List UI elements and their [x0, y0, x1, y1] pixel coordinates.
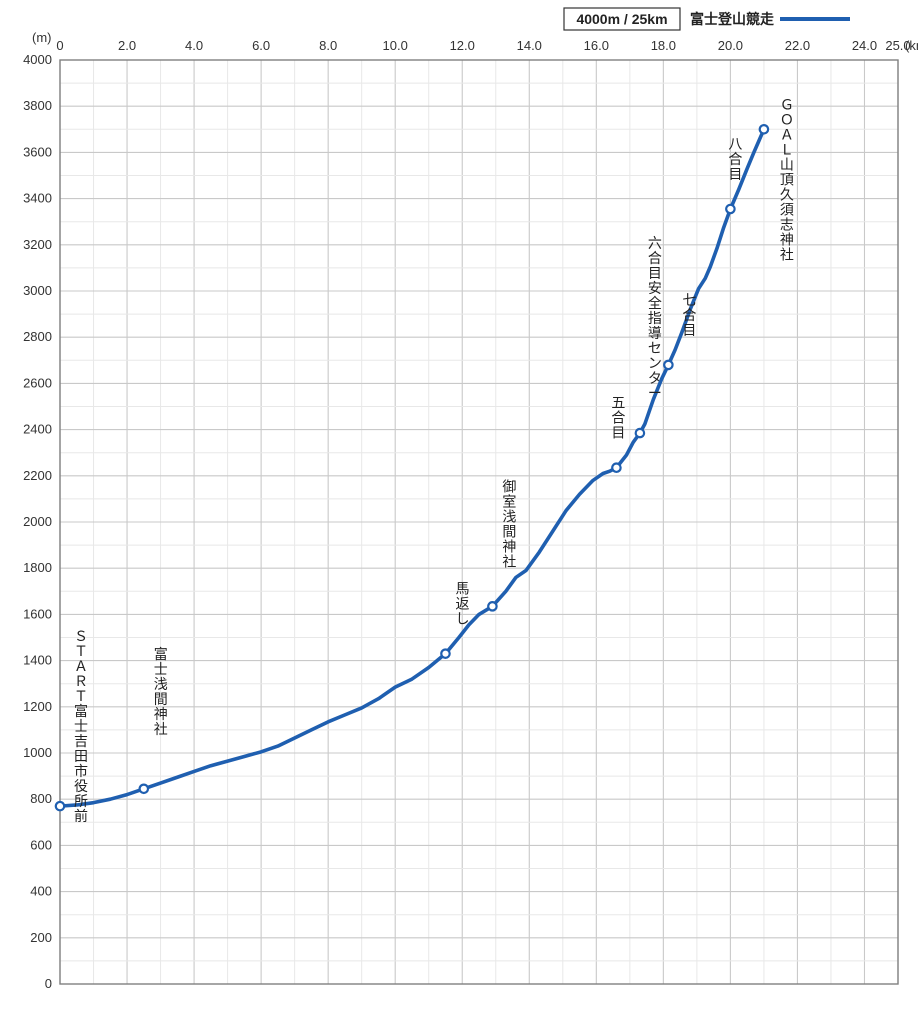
y-tick-label: 400 [30, 884, 52, 899]
chart-svg: 0 200 400 600 800 1000 1200 1400 1600 1800 2000 220… [0, 0, 918, 1024]
y-tick-label: 2600 [23, 375, 52, 390]
y-tick-label: 200 [30, 930, 52, 945]
waypoint-label: 馬返し [455, 581, 469, 627]
x-tick-label: 10.0 [383, 38, 408, 53]
grid [60, 60, 898, 984]
y-tick-label: 1200 [23, 699, 52, 714]
waypoint-marker [441, 649, 449, 657]
y-tick-label: 3600 [23, 144, 52, 159]
waypoint-label: 富士浅間神社 [154, 646, 168, 737]
waypoint-label: 六合目安全指導センター [648, 235, 662, 401]
y-tick-label: 1000 [23, 745, 52, 760]
y-tick-label: 3000 [23, 283, 52, 298]
elevation-chart: 0 200 400 600 800 1000 1200 1400 1600 1800 2000 220… [0, 0, 918, 1024]
x-tick-label: 6.0 [252, 38, 270, 53]
x-unit-label: (km) [905, 38, 918, 53]
x-tick-label: 14.0 [517, 38, 542, 53]
waypoint-marker [488, 602, 496, 610]
y-unit-label: (m) [32, 30, 52, 45]
x-tick-label: 12.0 [450, 38, 475, 53]
legend-box-text: 4000m / 25km [576, 11, 667, 27]
x-tick-label: 20.0 [718, 38, 743, 53]
waypoint-label: 八合目 [728, 136, 742, 182]
waypoint-marker [140, 785, 148, 793]
waypoint-marker [56, 802, 64, 810]
waypoint-label: ＳＴＡＲＴ富士吉田市役所前 [74, 628, 88, 824]
x-tick-label: 4.0 [185, 38, 203, 53]
waypoint-label: 七合目 [682, 292, 696, 338]
y-tick-label: 800 [30, 791, 52, 806]
y-tick-label: 3200 [23, 237, 52, 252]
waypoint-label: 五合目 [611, 395, 625, 441]
y-tick-label: 2200 [23, 468, 52, 483]
waypoint-marker [636, 429, 644, 437]
y-tick-label: 1400 [23, 653, 52, 668]
y-tick-label: 1600 [23, 606, 52, 621]
waypoint-marker [612, 464, 620, 472]
y-tick-label: 3400 [23, 191, 52, 206]
y-tick-label: 2000 [23, 514, 52, 529]
x-tick-label: 22.0 [785, 38, 810, 53]
y-tick-label: 600 [30, 837, 52, 852]
x-tick-label: 2.0 [118, 38, 136, 53]
legend-series-name: 富士登山競走 [690, 11, 775, 27]
y-tick-label: 2800 [23, 329, 52, 344]
waypoint-label: 御室浅間神社 [502, 478, 516, 569]
y-tick-label: 1800 [23, 560, 52, 575]
waypoint-marker [760, 125, 768, 133]
x-tick-label: 8.0 [319, 38, 337, 53]
x-tick-label: 0 [56, 38, 63, 53]
x-tick-label: 24.0 [852, 38, 877, 53]
y-tick-label: 2400 [23, 422, 52, 437]
waypoint-label: ＧＯＡＬ山頂久須志神社 [780, 96, 794, 262]
x-tick-label: 18.0 [651, 38, 676, 53]
y-tick-label: 4000 [23, 52, 52, 67]
waypoint-marker [664, 361, 672, 369]
y-tick-label: 3800 [23, 98, 52, 113]
x-tick-label: 16.0 [584, 38, 609, 53]
waypoint-marker [726, 205, 734, 213]
y-tick-label: 0 [45, 976, 52, 991]
